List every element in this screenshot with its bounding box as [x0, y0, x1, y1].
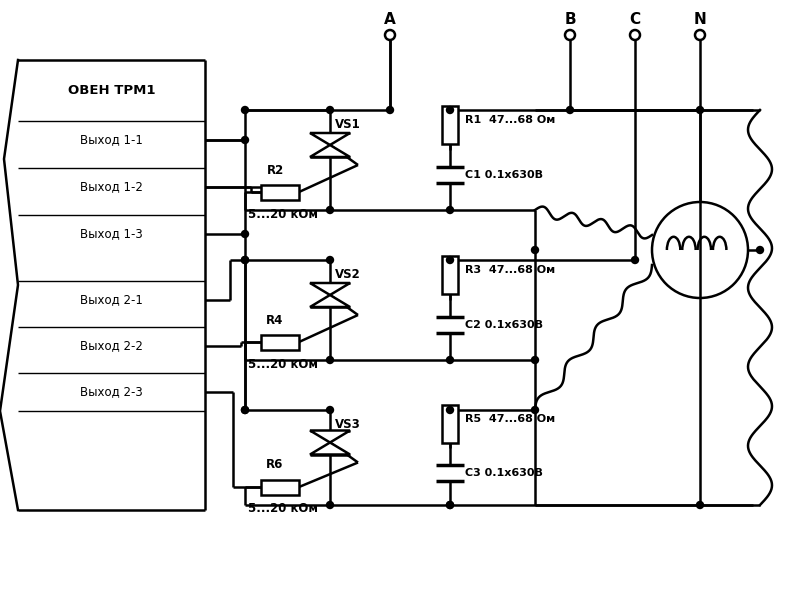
Bar — [261, 335, 299, 349]
Circle shape — [630, 30, 640, 40]
Circle shape — [446, 257, 454, 263]
Bar — [261, 479, 299, 494]
Polygon shape — [310, 431, 350, 443]
Text: R1  47...68 Ом: R1 47...68 Ом — [465, 115, 555, 125]
Circle shape — [326, 407, 334, 413]
Circle shape — [385, 30, 395, 40]
Text: R4: R4 — [266, 313, 284, 326]
Text: R2: R2 — [266, 163, 284, 176]
Circle shape — [697, 502, 703, 509]
Circle shape — [242, 407, 249, 413]
Bar — [442, 256, 458, 294]
Text: Выход 1-3: Выход 1-3 — [80, 227, 143, 241]
Text: B: B — [564, 11, 576, 26]
Circle shape — [326, 206, 334, 214]
Circle shape — [242, 107, 249, 113]
Circle shape — [565, 30, 575, 40]
Circle shape — [242, 257, 249, 263]
Circle shape — [446, 502, 454, 509]
Text: Выход 2-2: Выход 2-2 — [80, 340, 143, 352]
Polygon shape — [310, 283, 350, 295]
Text: R6: R6 — [266, 458, 284, 472]
Text: Выход 2-3: Выход 2-3 — [80, 385, 143, 398]
Polygon shape — [310, 295, 350, 307]
Circle shape — [757, 247, 763, 253]
Text: Выход 1-1: Выход 1-1 — [80, 133, 143, 146]
Circle shape — [386, 107, 394, 113]
Circle shape — [326, 107, 334, 113]
Text: 5...20 кОм: 5...20 кОм — [248, 358, 318, 370]
Text: R3  47...68 Ом: R3 47...68 Ом — [465, 265, 555, 275]
Text: Выход 1-2: Выход 1-2 — [80, 181, 143, 193]
Text: VS1: VS1 — [335, 118, 361, 131]
Circle shape — [446, 206, 454, 214]
Polygon shape — [310, 145, 350, 157]
Text: VS3: VS3 — [335, 419, 361, 431]
Circle shape — [326, 356, 334, 364]
Text: Выход 2-1: Выход 2-1 — [80, 293, 143, 307]
Text: C3 0.1х630В: C3 0.1х630В — [465, 467, 543, 478]
Text: ОВЕН ТРМ1: ОВЕН ТРМ1 — [68, 83, 155, 97]
Text: C: C — [630, 11, 641, 26]
Text: 5...20 кОм: 5...20 кОм — [248, 503, 318, 515]
Text: A: A — [384, 11, 396, 26]
Bar — [261, 185, 299, 199]
Circle shape — [326, 502, 334, 509]
Text: R5  47...68 Ом: R5 47...68 Ом — [465, 414, 555, 424]
Circle shape — [531, 407, 538, 413]
Text: N: N — [694, 11, 706, 26]
Text: VS2: VS2 — [335, 269, 361, 281]
Circle shape — [242, 136, 249, 143]
Polygon shape — [310, 133, 350, 145]
Circle shape — [531, 356, 538, 364]
Circle shape — [446, 356, 454, 364]
Circle shape — [697, 107, 703, 113]
Polygon shape — [310, 443, 350, 455]
Bar — [442, 106, 458, 144]
Circle shape — [566, 107, 574, 113]
Text: C1 0.1х630В: C1 0.1х630В — [465, 170, 543, 180]
Circle shape — [531, 247, 538, 253]
Circle shape — [242, 257, 249, 263]
Bar — [442, 405, 458, 443]
Circle shape — [242, 230, 249, 238]
Circle shape — [446, 407, 454, 413]
Circle shape — [695, 30, 705, 40]
Circle shape — [631, 257, 638, 263]
Text: 5...20 кОм: 5...20 кОм — [248, 208, 318, 220]
Circle shape — [446, 502, 454, 509]
Circle shape — [242, 407, 249, 413]
Text: C2 0.1х630В: C2 0.1х630В — [465, 320, 543, 330]
Circle shape — [446, 107, 454, 113]
Circle shape — [326, 257, 334, 263]
